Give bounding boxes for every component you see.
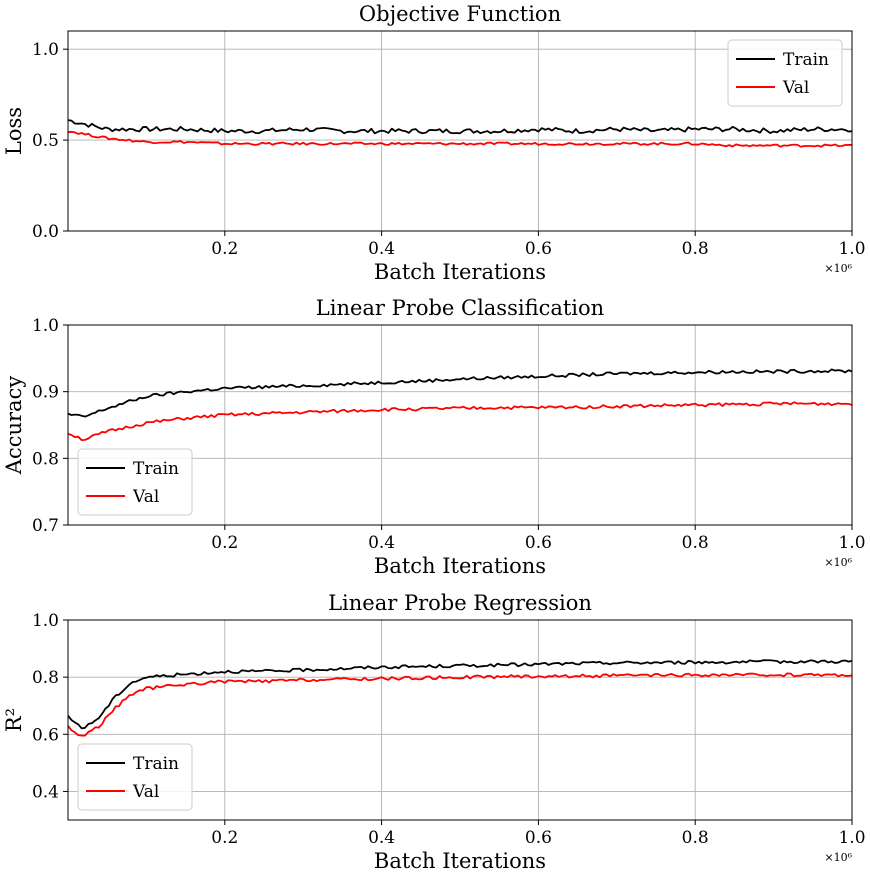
series-line-train	[68, 659, 852, 730]
x-tick-label-5: 1.0	[838, 239, 865, 259]
y-tick-label-3: 0.9	[32, 383, 59, 403]
y-axis-label: R²	[2, 708, 26, 732]
legend-box	[727, 39, 843, 107]
chart-panel-1: 0.2 0.4 0.6 0.8 1.0 0.0 0.5 1.0 ×10⁶ Objective Fu…	[2, 2, 866, 284]
x-tick-label-4: 0.8	[682, 533, 709, 553]
legend: Train Val	[727, 39, 843, 107]
plot-frame	[67, 619, 853, 821]
legend-label-train: Train	[783, 50, 829, 70]
legend-label-val: Val	[132, 782, 159, 802]
chart-title: Objective Function	[359, 2, 561, 26]
y-tick-label-3: 0.8	[32, 668, 59, 688]
legend: Train Val	[77, 743, 193, 811]
series-line-train	[68, 368, 852, 418]
y-tick-label-1: 0.4	[32, 782, 59, 802]
y-axis-label: Loss	[2, 107, 26, 155]
plot-frame	[67, 324, 853, 526]
x-tick-label-4: 0.8	[682, 828, 709, 848]
legend-box	[77, 743, 193, 811]
x-tick-label-2: 0.4	[368, 239, 395, 259]
chart-panel-2: 0.2 0.4 0.6 0.8 1.0 0.7 0.8 0.9 1.0 ×10⁶ Linear Pr…	[2, 296, 866, 578]
legend-label-val: Val	[782, 78, 809, 98]
y-tick-label-2: 0.6	[32, 725, 59, 745]
legend-box	[77, 448, 193, 516]
x-tick-label-3: 0.6	[525, 828, 552, 848]
x-tick-label-4: 0.8	[682, 239, 709, 259]
x-tick-label-3: 0.6	[525, 533, 552, 553]
series-line-val	[68, 672, 852, 737]
x-tick-label-1: 0.2	[211, 239, 238, 259]
legend: Train Val	[77, 448, 193, 516]
x-multiplier: ×10⁶	[824, 262, 852, 275]
x-tick-label-5: 1.0	[838, 828, 865, 848]
y-tick-label-2: 0.5	[32, 131, 59, 151]
y-axis-label: Accuracy	[2, 376, 26, 476]
y-tick-label-4: 1.0	[32, 611, 59, 631]
x-multiplier: ×10⁶	[824, 851, 852, 864]
series-line-train	[68, 119, 852, 135]
legend-label-train: Train	[133, 459, 179, 479]
x-tick-label-5: 1.0	[838, 533, 865, 553]
x-tick-label-1: 0.2	[211, 828, 238, 848]
x-tick-label-1: 0.2	[211, 533, 238, 553]
x-tick-label-2: 0.4	[368, 828, 395, 848]
y-tick-label-3: 1.0	[32, 40, 59, 60]
y-tick-label-1: 0.0	[32, 222, 59, 242]
chart-panel-3: 0.2 0.4 0.6 0.8 1.0 0.4 0.6 0.8 1.0 ×10⁶ Linear Pr…	[2, 591, 866, 873]
chart-title: Linear Probe Regression	[328, 591, 592, 615]
y-tick-label-2: 0.8	[32, 449, 59, 469]
x-axis-label: Batch Iterations	[374, 260, 546, 284]
legend-label-val: Val	[132, 487, 159, 507]
series-line-val	[68, 130, 852, 148]
x-tick-label-2: 0.4	[368, 533, 395, 553]
x-axis-label: Batch Iterations	[374, 849, 546, 873]
x-multiplier: ×10⁶	[824, 556, 852, 569]
plot-frame	[67, 30, 853, 232]
y-tick-label-1: 0.7	[32, 516, 59, 536]
y-tick-label-4: 1.0	[32, 316, 59, 336]
x-tick-label-3: 0.6	[525, 239, 552, 259]
x-axis-label: Batch Iterations	[374, 554, 546, 578]
series-line-val	[68, 401, 852, 442]
chart-title: Linear Probe Classification	[316, 296, 604, 320]
legend-label-train: Train	[133, 754, 179, 774]
